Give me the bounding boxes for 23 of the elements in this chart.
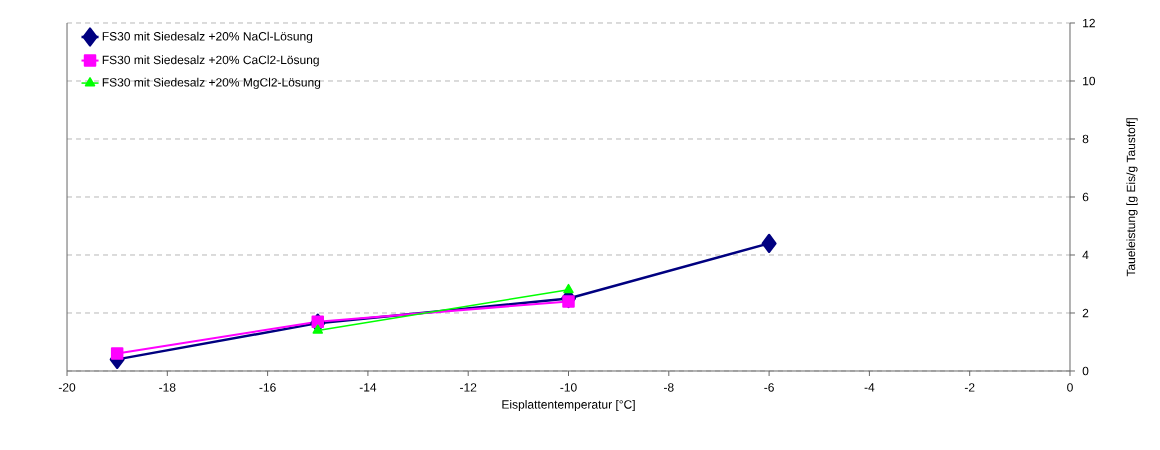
y-tick-label: 8 [1082,134,1089,144]
x-tick-label: -20 [58,383,76,392]
x-tick-label: 0 [1067,383,1073,392]
y-axis-title: Taueleistung [g Eis/g Taustoff] [1126,118,1138,277]
x-axis-title: Eisplattentemperatur [°C] [502,399,635,412]
legend-label: FS30 mit Siedesalz +20% MgCl2-Lösung [102,77,321,90]
y-tick-label: 10 [1083,76,1096,86]
y-tick-label: 6 [1082,192,1089,202]
x-tick-label: -2 [964,383,975,392]
x-tick-label: -18 [159,383,176,392]
x-tick-label: -14 [359,383,377,392]
legend-label: FS30 mit Siedesalz +20% NaCl-Lösung [102,31,313,43]
x-tick-label: -16 [259,383,276,392]
y-tick-label: 2 [1082,308,1089,318]
y-tick-label: 4 [1082,250,1089,260]
x-tick-label: -12 [460,383,477,392]
x-tick-label: -6 [764,383,774,392]
x-tick-label: -10 [560,383,577,392]
y-tick-label: 12 [1083,18,1095,28]
legend-label: FS30 mit Siedesalz +20% CaCl2-Lösung [102,55,319,67]
x-tick-label: -4 [864,383,875,392]
x-tick-label: -8 [664,383,674,392]
y-tick-label: 0 [1082,366,1089,376]
